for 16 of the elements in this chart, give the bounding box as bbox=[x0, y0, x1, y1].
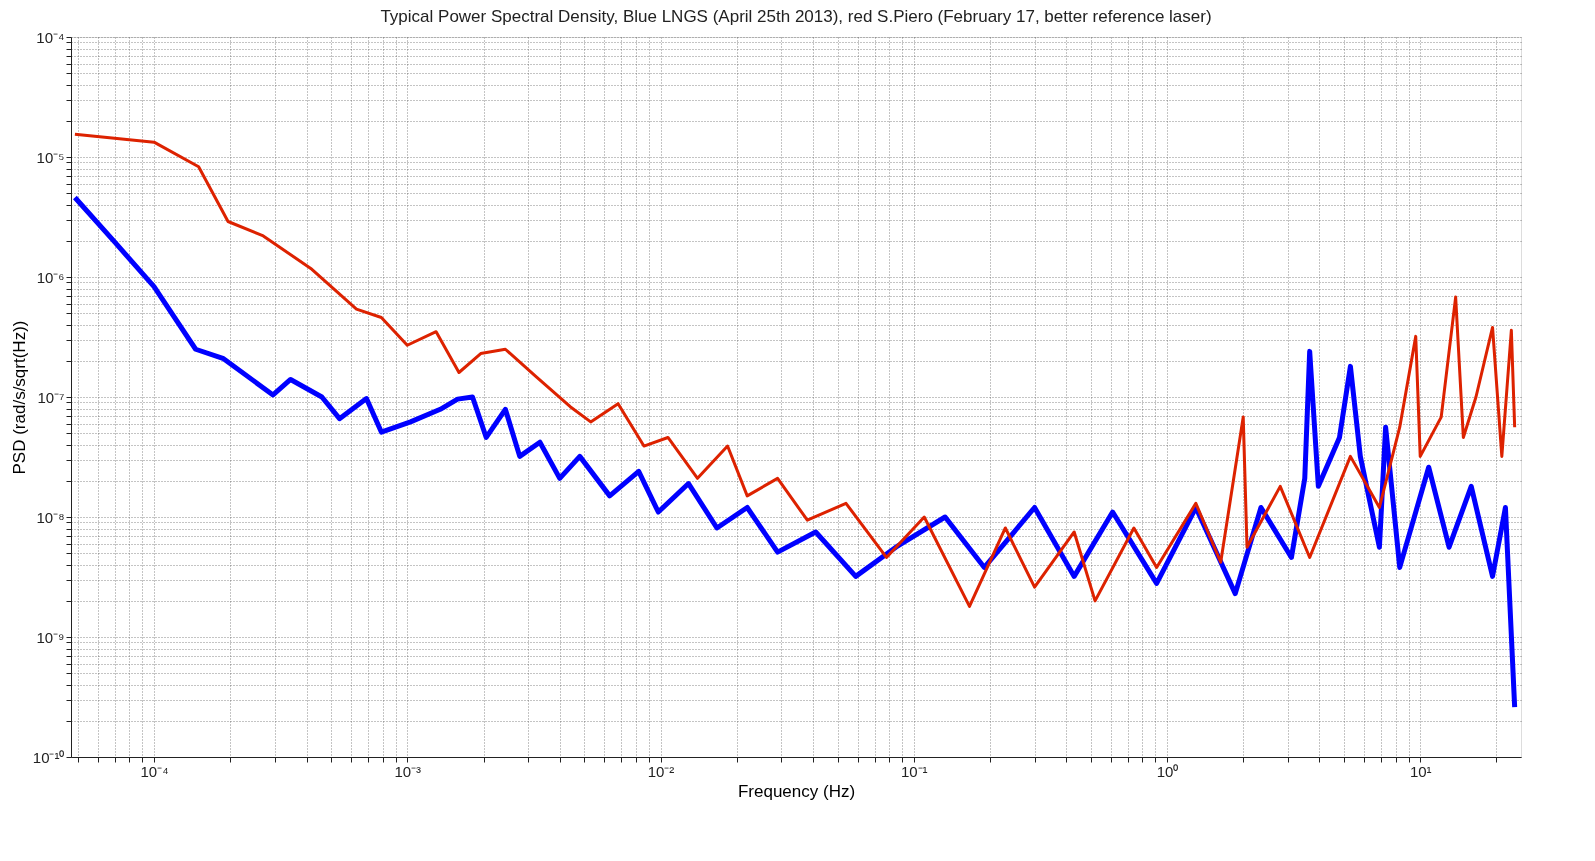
y-tick-label: 10⁻⁹ bbox=[36, 628, 65, 646]
y-axis-title: PSD (rad/s/sqrt(Hz)) bbox=[9, 320, 29, 475]
x-tick-label: 10⁰ bbox=[1156, 762, 1179, 780]
y-tick-label: 10⁻⁶ bbox=[36, 268, 65, 286]
x-tick-label: 10¹ bbox=[1409, 762, 1432, 780]
y-tick-label: 10⁻⁵ bbox=[36, 148, 65, 166]
x-tick-label: 10⁻³ bbox=[394, 762, 422, 780]
x-tick-label: 10⁻⁴ bbox=[140, 762, 169, 780]
y-tick-label: 10⁻⁸ bbox=[36, 508, 65, 526]
x-tick-label: 10⁻¹ bbox=[900, 762, 928, 780]
x-tick-label: 10⁻² bbox=[647, 762, 675, 780]
y-tick-label: 10⁻⁴ bbox=[36, 28, 65, 46]
y-tick-label: 10⁻⁷ bbox=[37, 388, 65, 406]
y-tick-label: 10⁻¹⁰ bbox=[32, 748, 65, 766]
x-axis-title: Frequency (Hz) bbox=[737, 781, 856, 801]
chart-title: Typical Power Spectral Density, Blue LNGS (April 25th 2013), red S.Piero (February 17, better reference laser) bbox=[380, 7, 1212, 26]
